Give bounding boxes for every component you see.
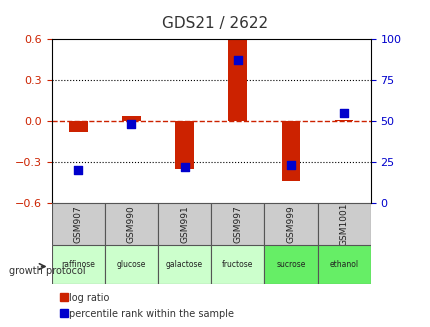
Text: GSM999: GSM999 — [286, 205, 295, 243]
Text: ethanol: ethanol — [329, 260, 358, 269]
Text: galactose: galactose — [166, 260, 203, 269]
Bar — [60, 293, 68, 301]
Text: sucrose: sucrose — [276, 260, 305, 269]
Text: log ratio: log ratio — [69, 293, 109, 302]
FancyBboxPatch shape — [104, 203, 158, 245]
Text: GSM990: GSM990 — [127, 205, 135, 243]
Text: GSM997: GSM997 — [233, 205, 242, 243]
Bar — [60, 309, 68, 317]
Text: growth protocol: growth protocol — [9, 267, 85, 276]
Text: fructose: fructose — [221, 260, 253, 269]
Bar — [228, 37, 246, 121]
Text: GSM1001: GSM1001 — [339, 202, 348, 246]
Point — [340, 110, 347, 115]
Bar — [281, 121, 300, 181]
Point — [234, 58, 241, 63]
Text: raffinose: raffinose — [61, 260, 95, 269]
Bar — [334, 120, 353, 121]
Point — [128, 122, 135, 127]
Bar — [122, 115, 141, 121]
FancyBboxPatch shape — [211, 245, 264, 284]
FancyBboxPatch shape — [158, 245, 211, 284]
FancyBboxPatch shape — [158, 203, 211, 245]
FancyBboxPatch shape — [52, 203, 104, 245]
FancyBboxPatch shape — [211, 203, 264, 245]
FancyBboxPatch shape — [52, 245, 104, 284]
FancyBboxPatch shape — [317, 245, 370, 284]
Point — [75, 167, 82, 173]
FancyBboxPatch shape — [317, 203, 370, 245]
Text: percentile rank within the sample: percentile rank within the sample — [69, 309, 233, 319]
Text: glucose: glucose — [117, 260, 146, 269]
Point — [287, 163, 294, 168]
Point — [181, 164, 187, 169]
FancyBboxPatch shape — [104, 245, 158, 284]
FancyBboxPatch shape — [264, 245, 317, 284]
Text: GSM991: GSM991 — [180, 205, 189, 243]
Bar — [69, 121, 87, 132]
FancyBboxPatch shape — [264, 203, 317, 245]
Text: GDS21 / 2622: GDS21 / 2622 — [162, 16, 268, 31]
Bar — [175, 121, 194, 169]
Text: GSM907: GSM907 — [74, 205, 83, 243]
